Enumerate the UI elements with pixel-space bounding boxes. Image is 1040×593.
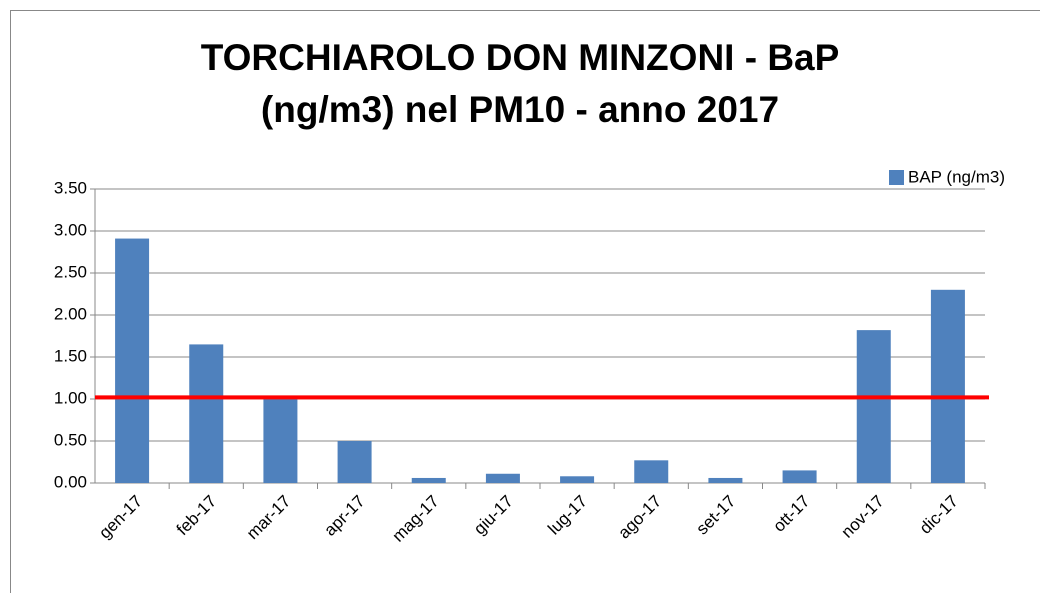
- y-tick-label: 1.50: [54, 346, 87, 365]
- bar: [856, 330, 891, 483]
- y-tick-label: 2.50: [54, 262, 87, 281]
- chart-border: [10, 10, 1040, 593]
- y-tick-label: 0.00: [54, 472, 87, 491]
- bar: [485, 473, 520, 483]
- legend-label: BAP (ng/m3): [908, 167, 1005, 186]
- y-tick-label: 1.00: [54, 388, 87, 407]
- y-tick-label: 3.50: [54, 178, 87, 197]
- y-tick-label: 3.00: [54, 220, 87, 239]
- bar: [263, 399, 298, 483]
- chart-title: (ng/m3) nel PM10 - anno 2017: [261, 89, 779, 130]
- bar: [189, 344, 224, 483]
- chart-title: TORCHIAROLO DON MINZONI - BaP: [201, 37, 840, 78]
- bar: [634, 460, 669, 483]
- bar: [930, 289, 965, 483]
- bar: [708, 477, 743, 483]
- bar: [337, 441, 372, 483]
- bar: [411, 477, 446, 483]
- bar: [115, 238, 150, 483]
- legend-swatch: [889, 170, 904, 185]
- y-tick-label: 0.50: [54, 430, 87, 449]
- y-tick-label: 2.00: [54, 304, 87, 323]
- bar: [560, 476, 595, 483]
- bar: [782, 470, 817, 483]
